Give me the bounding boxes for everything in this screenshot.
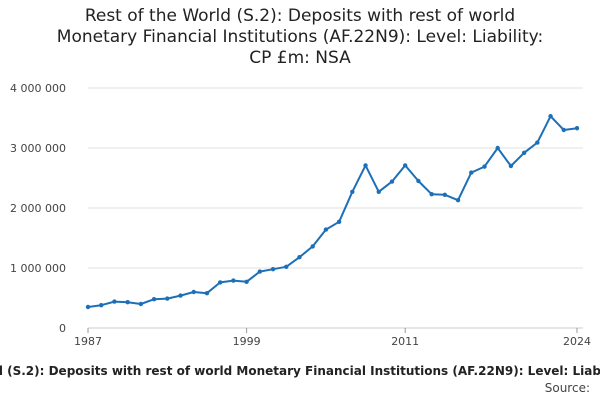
data-point xyxy=(508,163,514,169)
x-tick-label: 2011 xyxy=(391,335,419,348)
data-point xyxy=(151,297,157,302)
data-point xyxy=(336,219,342,224)
data-point xyxy=(191,289,196,295)
data-point xyxy=(138,301,144,307)
data-point xyxy=(429,192,434,197)
data-point xyxy=(284,264,289,269)
data-point xyxy=(85,304,91,310)
data-point xyxy=(389,179,395,184)
chart-title: Rest of the World (S.2): Deposits with r… xyxy=(0,6,600,69)
data-point xyxy=(495,145,500,151)
series-line xyxy=(87,115,578,308)
y-tick-label: 4 000 000 xyxy=(10,82,66,95)
data-point xyxy=(244,279,249,284)
y-tick-label: 0 xyxy=(59,322,66,335)
data-point xyxy=(178,293,183,298)
data-point xyxy=(99,303,104,308)
y-tick-label: 1 000 000 xyxy=(10,262,66,275)
chart-title-line-2: Monetary Financial Institutions (AF.22N9… xyxy=(56,27,544,47)
data-point xyxy=(323,227,329,232)
x-tick-label: 1999 xyxy=(233,335,261,348)
data-point xyxy=(217,280,223,285)
data-point xyxy=(482,164,487,169)
data-point xyxy=(376,189,381,194)
data-point xyxy=(521,150,527,155)
x-tick-label: 1987 xyxy=(74,335,102,348)
data-point xyxy=(402,163,408,168)
data-point xyxy=(257,269,263,274)
data-point xyxy=(350,189,355,194)
data-point xyxy=(297,255,302,260)
y-tick-label: 2 000 000 xyxy=(10,202,66,215)
data-point xyxy=(455,198,461,203)
legend-label: Rest of the World (S.2): Deposits with r… xyxy=(0,364,600,378)
data-point xyxy=(469,170,474,175)
data-point xyxy=(112,299,117,304)
x-tick-label: 2024 xyxy=(563,335,591,348)
data-point xyxy=(270,267,276,272)
data-point xyxy=(442,192,448,197)
source-label: Source: xyxy=(544,381,590,395)
data-point xyxy=(165,296,170,301)
data-point xyxy=(548,114,553,119)
data-point xyxy=(310,244,315,249)
data-point xyxy=(535,140,540,145)
data-point xyxy=(561,127,566,133)
data-point xyxy=(416,178,421,184)
data-point xyxy=(231,278,236,283)
chart-title-line-3: CP £m: NSA xyxy=(249,48,351,68)
data-point xyxy=(125,300,130,305)
legend: Rest of the World (S.2): Deposits with r… xyxy=(0,364,600,382)
data-point xyxy=(363,163,368,168)
chart-title-line-1: Rest of the World (S.2): Deposits with r… xyxy=(84,6,516,26)
data-point xyxy=(204,291,210,296)
y-tick-label: 3 000 000 xyxy=(10,142,66,155)
data-point xyxy=(574,126,580,131)
